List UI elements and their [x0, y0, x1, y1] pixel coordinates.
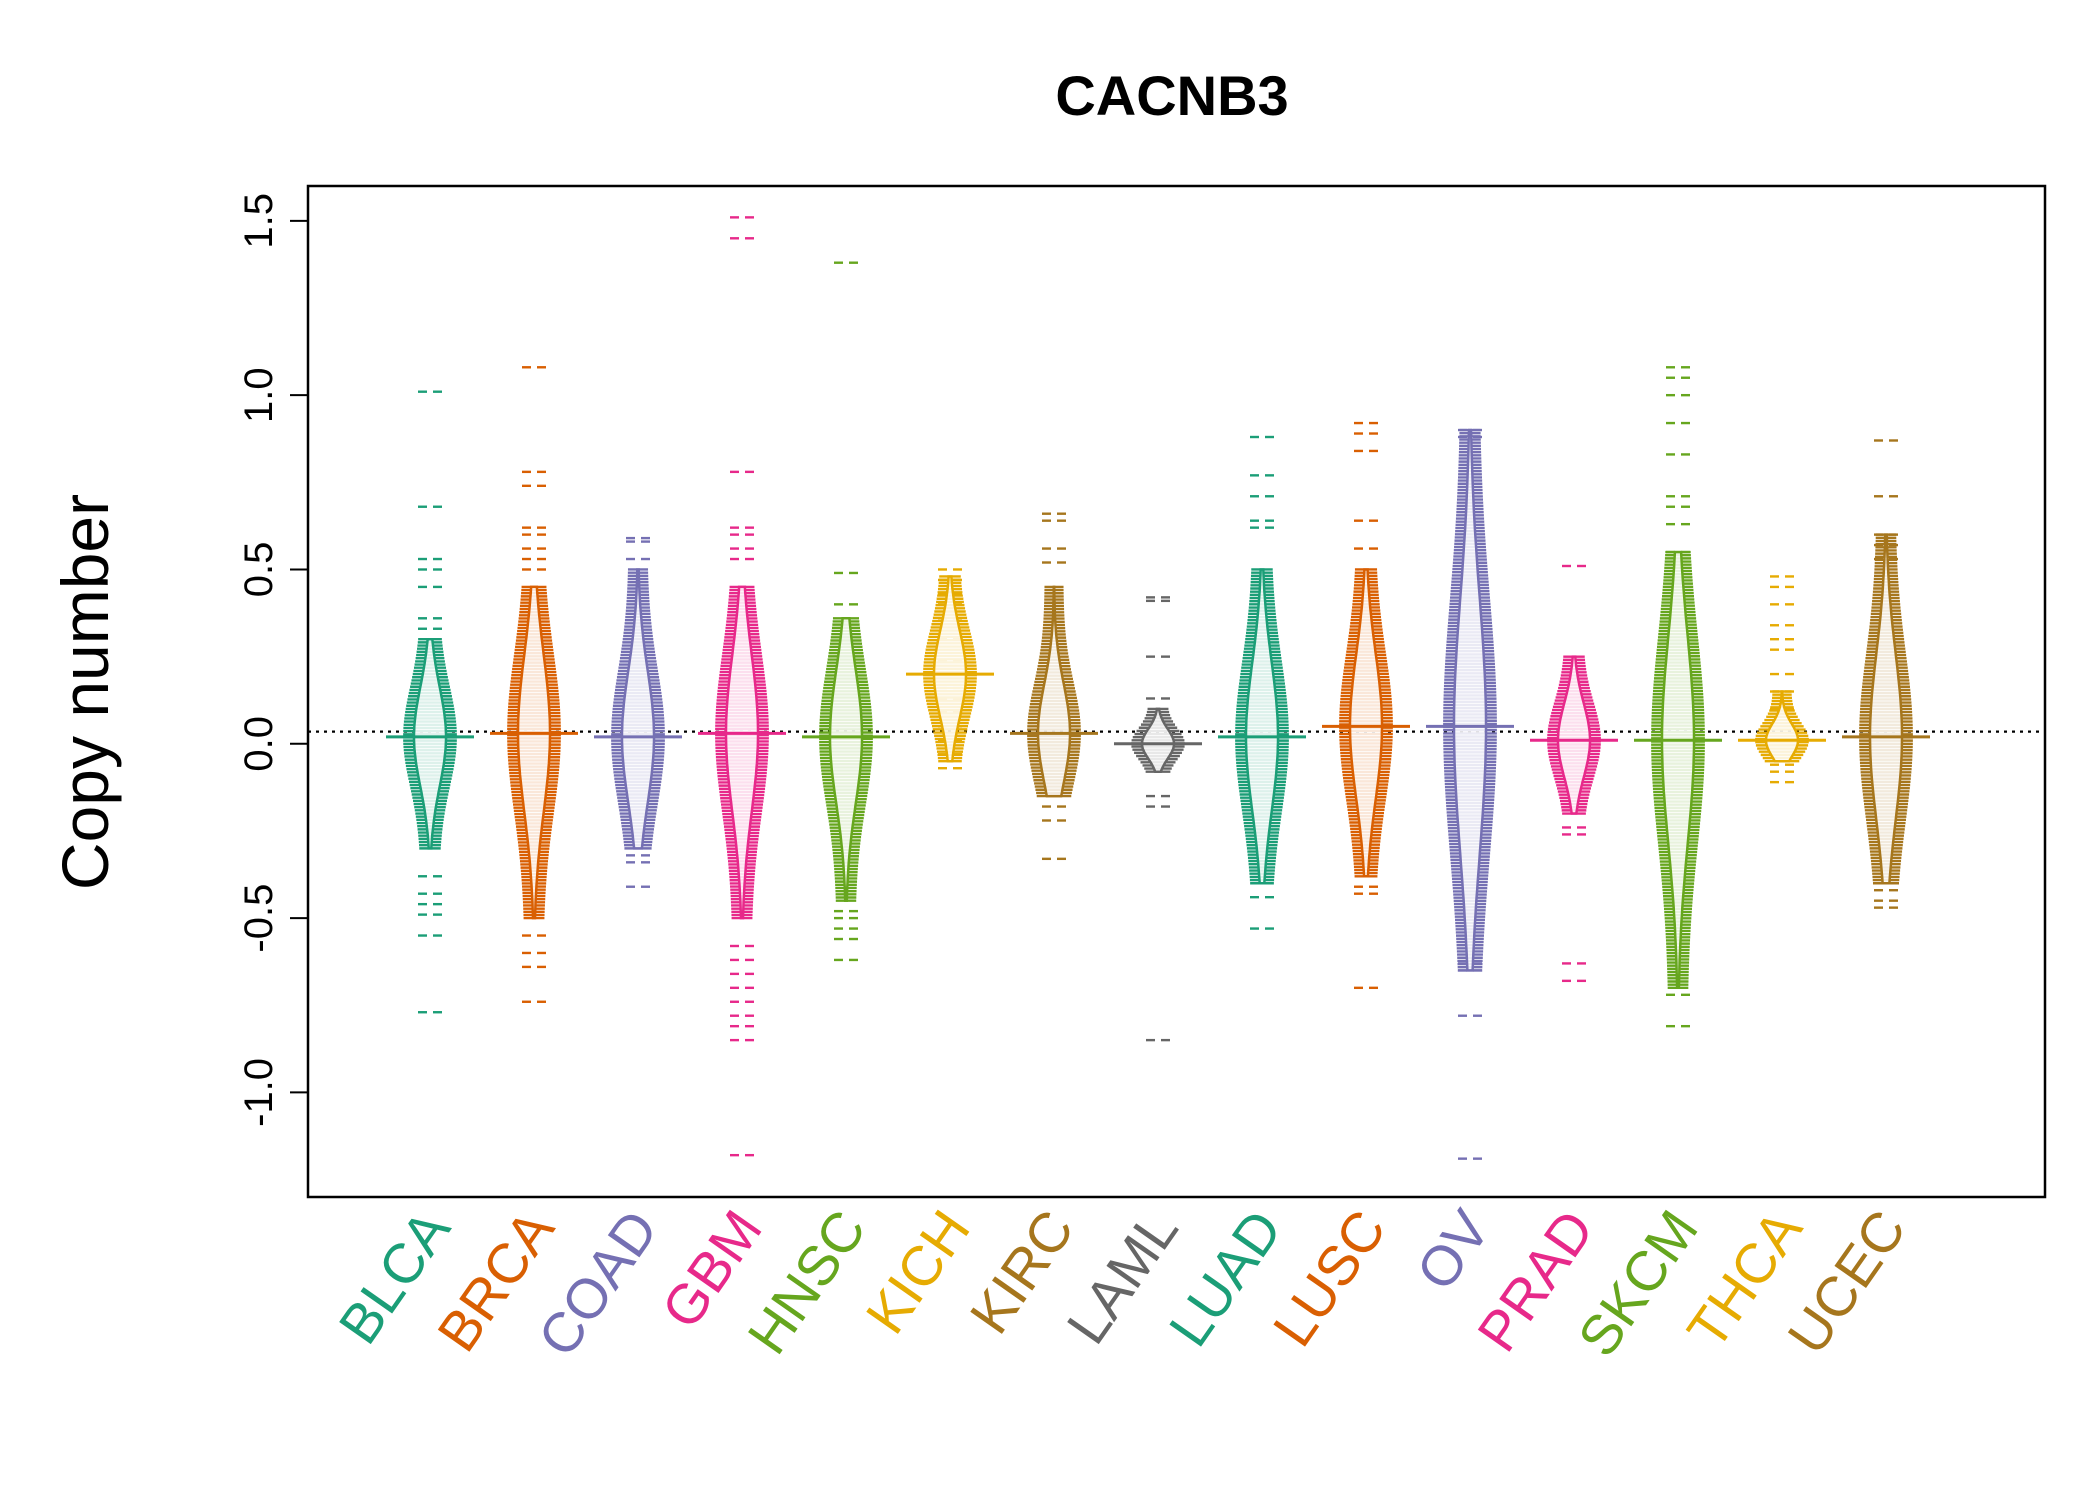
density-shape [1348, 568, 1384, 878]
density-shape [1868, 533, 1904, 885]
x-tick-label: LUSC [1261, 1199, 1398, 1358]
bean-laml [1114, 596, 1202, 1042]
density-shape [1764, 690, 1800, 763]
density-shape [516, 585, 552, 920]
density-shape [1452, 428, 1488, 972]
bean-coad [594, 536, 682, 888]
bean-kirc [1010, 512, 1098, 861]
bean-blca [386, 390, 474, 1014]
density-shape [1660, 550, 1696, 990]
y-tick-label: -0.5 [237, 884, 281, 953]
density-shape [724, 585, 760, 920]
density-shape [932, 575, 968, 763]
density-shape [1556, 655, 1592, 815]
beans [386, 216, 1930, 1160]
bean-hnsc [802, 261, 890, 962]
density-shape [1140, 707, 1176, 773]
bean-ucec [1842, 439, 1930, 909]
chart-title: CACNB3 [1055, 64, 1288, 127]
y-tick-label: 1.5 [237, 193, 281, 249]
bean-kich [906, 568, 994, 770]
bean-thca [1738, 575, 1826, 784]
density-shape [1244, 568, 1280, 885]
y-tick-label: -1.0 [237, 1058, 281, 1127]
y-tick-label: 0.5 [237, 542, 281, 598]
y-axis: -1.0 -0.5 0.0 0.5 1.0 1.5 [237, 193, 309, 1127]
bean-ov [1426, 428, 1514, 1160]
bean-luad [1218, 435, 1306, 930]
density-shape [412, 637, 448, 850]
y-tick-label: 1.0 [237, 367, 281, 423]
density-shape [828, 617, 864, 902]
y-tick-label: 0.0 [237, 716, 281, 772]
bean-skcm [1634, 366, 1722, 1028]
bean-prad [1530, 564, 1618, 983]
x-tick-label: LUAD [1157, 1199, 1294, 1358]
x-tick-label: KICH [853, 1199, 981, 1345]
bean-brca [490, 366, 578, 1003]
bean-gbm [698, 216, 786, 1157]
density-shape [1036, 585, 1072, 798]
density-shape [620, 568, 656, 850]
x-tick-label: OV [1404, 1198, 1502, 1301]
y-axis-label: Copy number [48, 494, 122, 890]
bean-lusc [1322, 421, 1410, 990]
